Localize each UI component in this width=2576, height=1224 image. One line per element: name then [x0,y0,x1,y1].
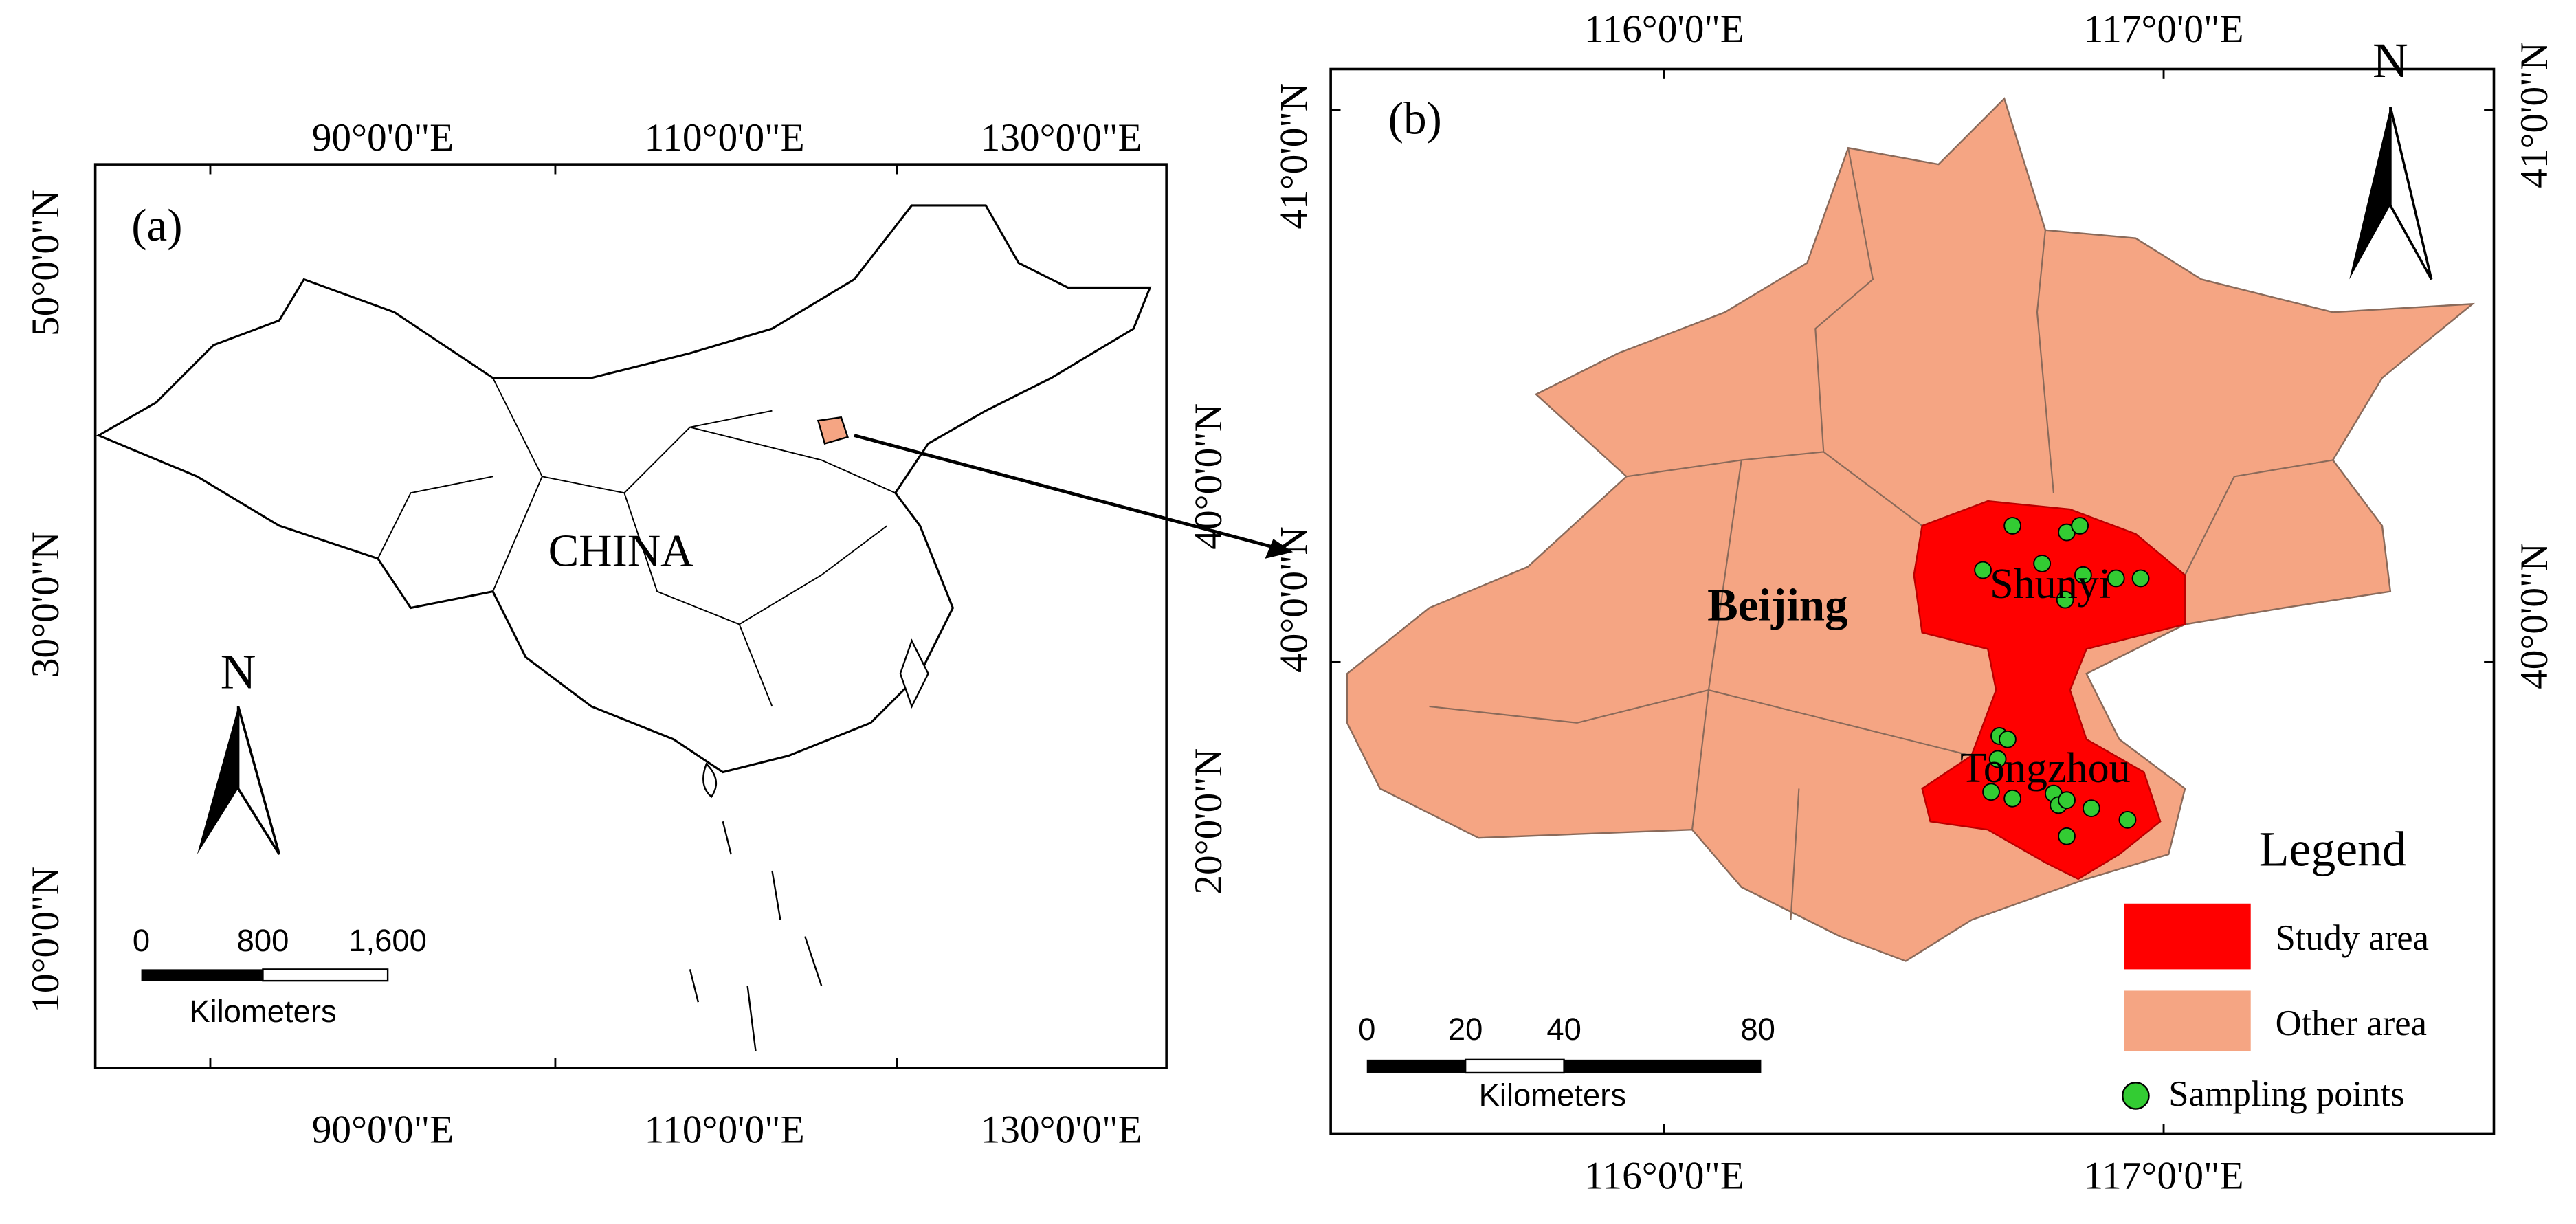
pointer-arrow [854,434,1274,549]
district-label: Tongzhou [1960,745,2131,792]
scale-label: 0 [133,923,150,958]
study-area [1913,500,2186,880]
panel-a: (a) CHINA N 90°0'0"E 110°0'0"E 130°0'0"E… [24,116,1293,1152]
legend-title: Legend [2259,822,2407,877]
scale-label: 0 [1358,1012,1375,1047]
top-tick-label: 110°0'0"E [645,116,805,159]
scale-unit: Kilometers [1479,1078,1626,1113]
scale-bar-segment [141,969,263,981]
bottom-tick-label: 130°0'0"E [981,1109,1142,1152]
bottom-tick-label: 117°0'0"E [2084,1155,2244,1198]
scale-label: 20 [1448,1012,1483,1047]
china-outline [96,204,1152,774]
scale-label: 40 [1546,1012,1581,1047]
province-borders [377,377,896,707]
right-tick-label: 40°0'0"N [2513,543,2556,689]
district-borders [1429,148,2333,920]
scale-bar-segment [1564,1059,1762,1073]
left-tick-label: 10°0'0"N [24,867,67,1013]
district-label: Shunyi [1990,561,2111,608]
legend-label: Sampling points [2168,1074,2404,1114]
scale-label: 80 [1740,1012,1775,1047]
scale-bar-segment [262,968,389,982]
top-tick-label: 117°0'0"E [2084,8,2244,51]
bottom-tick-label: 90°0'0"E [312,1109,454,1152]
north-arrow [236,706,281,856]
legend-swatch [2122,1082,2150,1110]
legend-label: Other area [2276,1003,2427,1043]
top-tick-label: 90°0'0"E [312,116,454,159]
left-tick-label: 50°0'0"N [24,190,67,336]
right-tick-label: 41°0'0"N [2513,42,2556,188]
north-label: N [221,644,256,699]
scale-label: 800 [237,923,289,958]
country-label: CHINA [548,525,694,576]
left-tick-label: 40°0'0"N [1272,526,1315,673]
left-tick-label: 30°0'0"N [24,531,67,678]
legend-swatch [2124,903,2251,970]
bottom-tick-label: 110°0'0"E [645,1109,805,1152]
graticule-ticks [1331,69,2494,1134]
legend-swatch [2124,990,2251,1051]
beijing-outline [1346,97,2476,962]
graticule-ticks [209,164,898,1068]
islands [702,638,929,799]
bottom-tick-label: 116°0'0"E [1584,1155,1744,1198]
panel-label: (a) [131,200,182,251]
north-label: N [2373,33,2408,88]
top-tick-label: 116°0'0"E [1584,8,1744,51]
panel-label: (b) [1388,93,1442,144]
scale-bar-segment [1366,1059,1466,1073]
city-label: Beijing [1707,579,1847,630]
sampling-points [1974,517,2150,845]
scale-label: 1,600 [348,923,427,958]
scale-unit: Kilometers [189,994,336,1029]
legend-label: Study area [2276,918,2429,958]
scale-bar-segment [1464,1058,1565,1074]
north-arrow [2389,107,2433,280]
beijing-marker [817,416,849,445]
south-sea-islands [689,821,823,1052]
north-arrow [197,706,238,855]
left-tick-label: 41°0'0"N [1272,83,1315,230]
panel-b: (b) Beijing Shunyi Tongzhou N 116°0'0"E … [1272,8,2556,1197]
pointer-arrow-head [1265,539,1293,559]
top-tick-label: 130°0'0"E [981,116,1142,159]
right-tick-label: 40°0'0"N [1187,403,1230,550]
right-tick-label: 20°0'0"N [1187,748,1230,895]
